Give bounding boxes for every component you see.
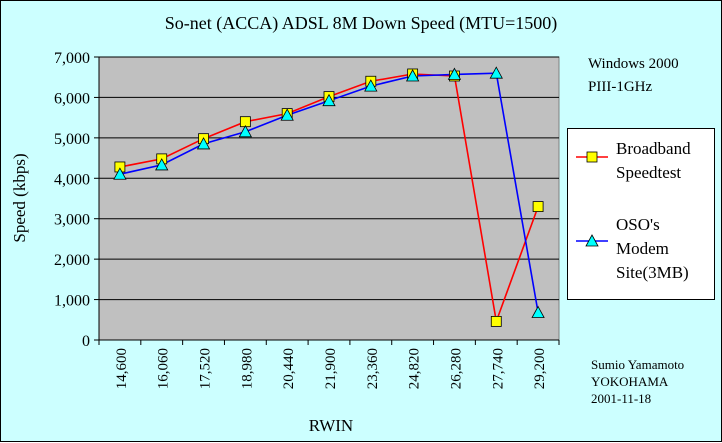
legend-marker-square bbox=[576, 151, 608, 163]
credit-date: 2001-11-18 bbox=[591, 391, 652, 406]
x-tick-label: 14,600 bbox=[114, 348, 130, 389]
y-tick-label: 0 bbox=[82, 333, 90, 350]
data-point-triangle bbox=[113, 167, 127, 180]
x-tick-label: 20,440 bbox=[281, 348, 297, 389]
legend-label-broadband-2: Speedtest bbox=[616, 163, 682, 182]
legend-label-oso-1: OSO's bbox=[616, 215, 660, 234]
data-point-triangle bbox=[447, 67, 462, 80]
legend-item-oso: OSO's Modem Site(3MB) bbox=[568, 213, 716, 293]
credit-place: YOKOHAMA bbox=[591, 374, 669, 389]
plot-area bbox=[98, 56, 560, 341]
data-point-triangle bbox=[531, 305, 545, 318]
x-tick-label: 26,280 bbox=[448, 348, 464, 389]
x-tick-label: 29,200 bbox=[532, 348, 548, 389]
note-cpu: PIII-1GHz bbox=[588, 79, 653, 95]
x-tick-label: 18,980 bbox=[239, 348, 255, 389]
legend-label-oso-3: Site(3MB) bbox=[616, 263, 689, 282]
series-markers bbox=[113, 66, 545, 327]
credit-name: Sumio Yamamoto bbox=[591, 357, 685, 372]
legend-item-broadband: Broadband Speedtest bbox=[568, 137, 716, 197]
y-tick-label: 3,000 bbox=[54, 212, 90, 229]
data-point-triangle bbox=[322, 93, 336, 107]
data-point-triangle bbox=[196, 137, 211, 150]
data-point-triangle bbox=[489, 66, 503, 79]
y-tick-label: 5,000 bbox=[54, 131, 90, 148]
x-axis-label: RWIN bbox=[309, 416, 353, 435]
legend-label-oso-2: Modem bbox=[616, 239, 669, 258]
x-tick-label: 17,520 bbox=[198, 348, 214, 389]
legend: Broadband Speedtest OSO's Modem Site(3MB… bbox=[567, 128, 715, 300]
x-tick-label: 21,900 bbox=[323, 348, 339, 389]
y-tick-label: 2,000 bbox=[54, 252, 90, 269]
data-point-square bbox=[532, 201, 544, 212]
y-axis-ticks: 0 1,000 2,000 3,000 4,000 5,000 6,000 7,000 bbox=[54, 50, 559, 350]
y-tick-label: 1,000 bbox=[54, 293, 90, 310]
y-tick-label: 4,000 bbox=[54, 171, 90, 188]
y-tick-label: 6,000 bbox=[54, 90, 90, 107]
legend-marker-triangle bbox=[576, 234, 608, 247]
x-tick-label: 24,820 bbox=[407, 348, 423, 389]
data-point-triangle bbox=[405, 69, 420, 82]
chart-title: So-net (ACCA) ADSL 8M Down Speed (MTU=15… bbox=[165, 13, 557, 34]
y-axis-label: Speed (kbps) bbox=[10, 153, 29, 242]
data-point-triangle bbox=[238, 124, 253, 138]
x-tick-label: 23,360 bbox=[365, 348, 381, 389]
legend-label-broadband-1: Broadband bbox=[616, 139, 691, 158]
data-point-square bbox=[490, 316, 502, 327]
data-point-triangle bbox=[155, 158, 169, 171]
x-tick-label: 27,740 bbox=[490, 348, 506, 389]
grid-lines bbox=[99, 56, 559, 301]
x-tick-label: 16,060 bbox=[156, 348, 172, 389]
note-os: Windows 2000 bbox=[588, 56, 679, 72]
data-point-triangle bbox=[280, 108, 294, 121]
data-point-triangle bbox=[364, 79, 378, 92]
y-tick-label: 7,000 bbox=[54, 50, 90, 67]
x-axis-ticks: 14,600 16,060 17,520 18,980 20,440 21,900 23,3… bbox=[98, 340, 560, 389]
